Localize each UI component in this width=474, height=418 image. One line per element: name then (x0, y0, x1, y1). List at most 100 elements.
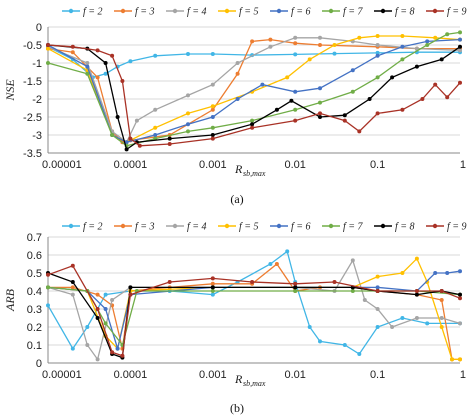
chart-b-legend-label: f = 4 (187, 222, 207, 233)
chart-a-point (110, 53, 115, 58)
chart-a-series-line (47, 31, 461, 147)
chart-a-series-line (47, 37, 461, 144)
chart-a-point (400, 57, 405, 62)
chart-b-point (400, 316, 405, 320)
chart-a-point (250, 39, 255, 44)
chart-a-point (375, 53, 380, 58)
chart-b-x-tick-label: 1 (460, 369, 466, 381)
chart-b-point (128, 285, 133, 290)
chart-a-point (46, 46, 50, 51)
chart-a-legend-item: f = 6 (270, 7, 311, 18)
chart-a-point (124, 140, 129, 145)
chart-a-point (318, 35, 322, 40)
chart-a-point (235, 97, 240, 101)
chart-a-point (289, 98, 294, 103)
chart-b-point (46, 285, 50, 290)
chart-a-point (268, 37, 273, 42)
chart-a-series-line (47, 38, 461, 143)
chart-a-point (70, 44, 75, 49)
chart-a-point (268, 44, 273, 49)
chart-a-point (318, 115, 322, 119)
chart-b-point (85, 325, 90, 329)
chart-a-point (425, 39, 430, 44)
chart-a-legend-item: f = 7 (322, 7, 364, 18)
chart-a-point (167, 142, 172, 146)
chart-a-point (458, 37, 462, 42)
chart-a-point (400, 34, 405, 38)
chart-a-legend-label: f = 5 (239, 7, 259, 18)
chart-b-point (342, 343, 347, 347)
chart-a-legend-marker (432, 8, 438, 14)
chart-a-point (293, 89, 298, 94)
chart-b-point (210, 292, 215, 297)
chart-b-point (450, 357, 454, 362)
chart-a-point (293, 35, 298, 40)
chart-a-legend-label: f = 3 (135, 7, 155, 18)
chart-b-point (350, 258, 355, 263)
chart-b-point (103, 292, 108, 297)
chart-a-point (235, 71, 240, 76)
chart-a-point (186, 129, 190, 134)
chart-a-point (293, 52, 298, 57)
chart-a-point (318, 86, 322, 91)
chart-b-point (390, 325, 395, 329)
chart-a-point (400, 107, 405, 112)
chart-b-point (268, 262, 273, 266)
chart-a-y-tick-label: -3 (32, 130, 42, 142)
chart-b-y-tick-label: 0.6 (27, 250, 42, 262)
chart-b-point (95, 357, 100, 362)
chart-b-y-axis-label: ARB (3, 288, 17, 312)
chart-b-series (46, 258, 462, 362)
chart-a-point (103, 71, 108, 76)
chart-a-point (153, 107, 158, 112)
chart-b-x-tick-label: 0.00001 (42, 369, 82, 381)
chart-b-point (210, 289, 215, 293)
chart-a-point (85, 64, 90, 69)
chart-a-point (375, 75, 380, 80)
chart-b-point (458, 296, 462, 301)
chart-b-point (414, 289, 419, 293)
chart-b-legend-label: f = 5 (239, 222, 259, 233)
chart-b-legend-label: f = 9 (447, 222, 467, 233)
chart-a-legend-marker (224, 8, 230, 14)
chart-b-point (128, 292, 133, 297)
chart-b-point (375, 307, 380, 311)
chart-a-point (458, 80, 462, 85)
chart-a-point (186, 111, 190, 116)
chart-a-x-tick-label: 1 (460, 159, 466, 171)
chart-a-point (260, 82, 265, 87)
chart-a-point (167, 136, 172, 141)
chart-b-point (362, 298, 367, 302)
chart-b-point (70, 263, 75, 268)
chart-b-point (445, 271, 450, 275)
chart-b-legend-marker (68, 223, 74, 229)
chart-a-point (95, 48, 100, 53)
chart-a-point (120, 79, 125, 83)
chart-a-point (210, 115, 215, 119)
chart-b-point (318, 339, 322, 344)
chart-a-legend-label: f = 9 (447, 7, 467, 18)
chart-a-point (210, 136, 215, 141)
chart-b-point (210, 285, 215, 290)
chart-b-point (70, 346, 75, 351)
chart-a-point (115, 115, 120, 119)
chart-a-y-tick-label: -2.5 (23, 112, 42, 124)
chart-a-point (458, 44, 462, 49)
chart-b-legend-item: f = 3 (114, 222, 155, 233)
chart-a-point (85, 71, 90, 76)
chart-a-point (350, 89, 355, 94)
chart-a-point (186, 122, 190, 127)
chart-b-point (433, 271, 438, 275)
chart-b-series-line (48, 263, 460, 361)
chart-b-point (439, 289, 444, 293)
chart-b-point (210, 276, 215, 281)
chart-a-point (350, 68, 355, 73)
chart-a-point (357, 35, 362, 40)
chart-a-point (153, 53, 158, 58)
chart-b-legend-item: f = 4 (166, 222, 207, 233)
chart-a-point (414, 46, 419, 51)
chart-b-legend-label: f = 8 (395, 222, 415, 233)
chart-a-point (210, 107, 215, 112)
chart-a-legend-item: f = 5 (218, 7, 259, 18)
chart-b-point (375, 274, 380, 279)
